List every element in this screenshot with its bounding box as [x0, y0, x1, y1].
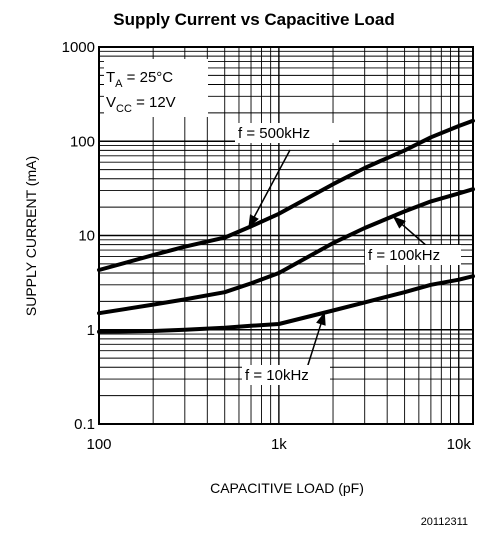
- tick-labels: 0.1 1 10 100 1000 100 1k 10k: [62, 39, 472, 453]
- plot-frame: [98, 46, 474, 425]
- leader-arrowhead: [392, 216, 406, 229]
- y-tick-label: 1: [87, 322, 95, 339]
- series-label: f = 500kHz: [238, 125, 310, 142]
- x-tick-label: 10k: [447, 436, 472, 453]
- y-tick-label: 100: [70, 133, 95, 150]
- y-tick-label: 1000: [62, 39, 95, 56]
- leader-line: [247, 149, 291, 229]
- series-lines: [97, 118, 475, 334]
- conditions-box-bg: [104, 59, 208, 117]
- ta-condition: TA = 25°C: [106, 69, 173, 90]
- leader-arrowhead: [316, 311, 326, 326]
- y-tick-label: 10: [78, 228, 95, 245]
- annotations: f = 500kHz f = 100kHz f = 10kHz: [235, 123, 461, 385]
- series-label: f = 10kHz: [245, 367, 309, 384]
- series-label-bg: [235, 123, 339, 143]
- leader-arrowhead: [248, 214, 259, 229]
- series-line: [97, 118, 475, 272]
- x-tick-label: 100: [86, 436, 111, 453]
- series-line: [97, 274, 475, 334]
- y-axis-label: SUPPLY CURRENT (mA): [23, 156, 39, 316]
- series-label-bg: [365, 245, 461, 265]
- x-axis-label: CAPACITIVE LOAD (pF): [210, 480, 364, 496]
- x-tick-label: 1k: [271, 436, 287, 453]
- conditions-box: TA = 25°C VCC = 12V: [104, 59, 208, 117]
- series-line: [97, 187, 475, 316]
- series-label-bg: [242, 365, 330, 385]
- chart-title: Supply Current vs Capacitive Load: [113, 10, 395, 29]
- figure-code: 20112311: [421, 516, 468, 528]
- y-tick-label: 0.1: [74, 416, 95, 433]
- series-label: f = 100kHz: [368, 247, 440, 264]
- vcc-condition: VCC = 12V: [106, 94, 176, 115]
